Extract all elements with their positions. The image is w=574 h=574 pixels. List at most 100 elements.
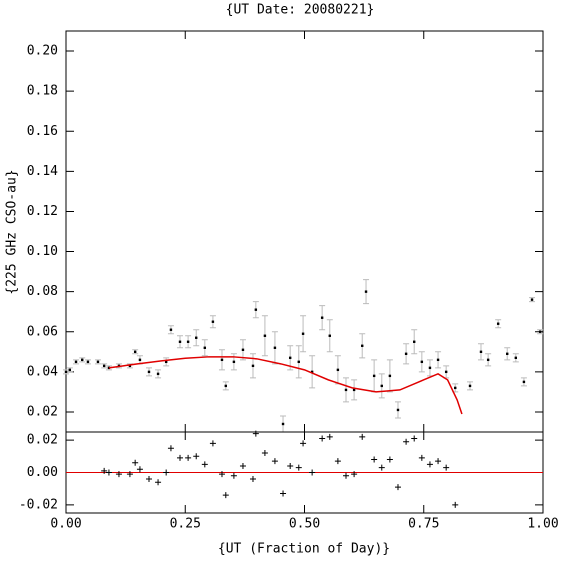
y-tick-label: 0.14 (27, 164, 58, 179)
residual-point (426, 461, 433, 468)
y-tick-label: -0.02 (19, 497, 58, 512)
residual-point (193, 453, 200, 460)
data-point (281, 422, 285, 426)
data-point (96, 360, 100, 364)
x-tick-label: 1.00 (527, 517, 558, 532)
residual-point (201, 461, 208, 468)
residual-point (167, 445, 174, 452)
residual-point (309, 469, 316, 476)
y-tick-label: 0.16 (27, 124, 58, 139)
data-point (336, 368, 340, 372)
residual-point (452, 501, 459, 508)
residual-point (136, 466, 143, 473)
data-point (203, 346, 207, 349)
x-tick-label: 0.75 (408, 517, 439, 532)
data-point (301, 332, 305, 335)
residual-point (334, 458, 341, 465)
data-point (479, 350, 483, 353)
residual-point (271, 458, 278, 465)
data-point (320, 316, 324, 319)
data-point (273, 346, 277, 349)
data-point (74, 360, 78, 364)
residual-point (249, 475, 256, 482)
data-point (361, 344, 364, 347)
residual-point (209, 440, 216, 447)
residual-point (185, 454, 192, 461)
data-point (496, 322, 500, 325)
data-point (86, 360, 90, 364)
residual-point (378, 464, 385, 471)
y-tick-label: 0.02 (27, 433, 58, 448)
residual-point (126, 471, 133, 478)
x-tick-label: 0.25 (170, 517, 201, 532)
data-point (178, 340, 182, 343)
data-point (64, 370, 68, 374)
data-point (420, 360, 424, 364)
y-tick-label: 0.04 (27, 364, 58, 379)
residual-point (326, 433, 333, 440)
data-point (522, 380, 526, 384)
data-point (224, 384, 227, 388)
data-point (344, 388, 348, 392)
data-point (413, 340, 416, 343)
data-point (328, 334, 331, 337)
residual-point (101, 467, 108, 474)
residual-point (261, 450, 268, 457)
data-point (444, 370, 448, 374)
data-point (454, 386, 457, 390)
residual-point (105, 469, 112, 476)
residual-point (295, 464, 302, 471)
data-point (380, 384, 383, 388)
residual-point (300, 440, 307, 447)
data-point (251, 364, 255, 368)
y-tick-label: 0.06 (27, 324, 58, 339)
data-point (297, 360, 300, 364)
residual-point (177, 454, 184, 461)
data-point (404, 352, 408, 356)
data-point (428, 366, 432, 370)
x-tick-label: 0.00 (50, 517, 81, 532)
data-point (241, 348, 245, 351)
y-tick-label: 0.20 (27, 44, 58, 59)
residual-point (359, 433, 366, 440)
residual-point (342, 472, 349, 479)
chart-title: {UT Date: 20080221} (226, 3, 375, 18)
residual-point (351, 471, 358, 478)
data-point (506, 352, 509, 356)
residual-point (411, 435, 418, 442)
residual-point (252, 430, 259, 437)
residual-point (115, 471, 122, 478)
fit-curve (108, 356, 463, 415)
data-point (128, 364, 132, 368)
data-point (514, 356, 518, 360)
y-tick-label: 0.12 (27, 204, 58, 219)
data-point (232, 360, 236, 364)
y-tick-label: 0.18 (27, 84, 58, 99)
data-point (538, 330, 542, 333)
residual-point (418, 454, 425, 461)
data-point (102, 364, 106, 368)
x-axis-label: {UT (Fraction of Day)} (218, 542, 390, 557)
data-point (530, 298, 534, 301)
residual-point (319, 435, 326, 442)
residual-point (443, 464, 450, 471)
data-point (436, 358, 440, 362)
residual-point (222, 492, 229, 499)
data-point (68, 368, 72, 372)
plot-frame (65, 30, 544, 433)
data-point (164, 360, 168, 364)
residual-point (435, 458, 442, 465)
residual-point (280, 490, 287, 497)
data-point (147, 370, 151, 374)
data-point (156, 372, 160, 376)
data-point (372, 374, 376, 378)
data-point (468, 384, 472, 388)
data-point (195, 336, 198, 339)
data-point (81, 358, 84, 362)
y-tick-label: 0.10 (27, 244, 58, 259)
residual-point (239, 463, 246, 470)
data-point (486, 358, 490, 362)
data-point (263, 334, 267, 337)
y-tick-label: 0.08 (27, 284, 58, 299)
